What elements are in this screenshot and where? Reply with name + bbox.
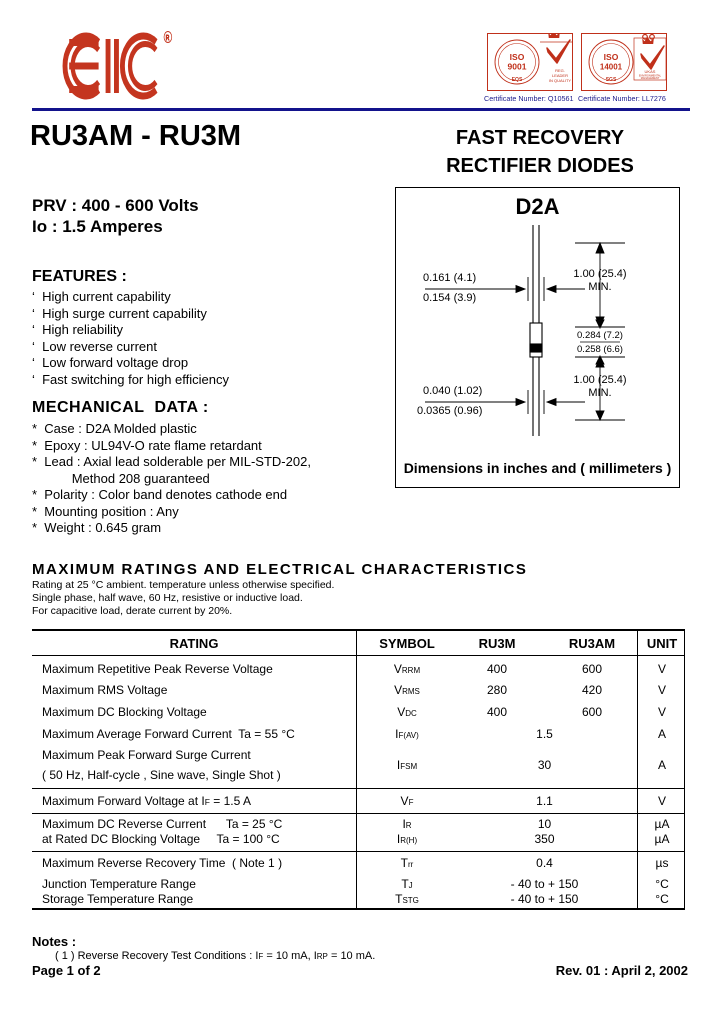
- svg-text:UKAS: UKAS: [645, 69, 656, 74]
- svg-text:1.00 (25.4): 1.00 (25.4): [573, 268, 626, 280]
- svg-text:14001: 14001: [600, 63, 623, 72]
- svg-text:0.040 (1.02): 0.040 (1.02): [423, 385, 482, 397]
- svg-text:MANAGEMENT: MANAGEMENT: [641, 76, 660, 80]
- svg-text:IN QUALITY: IN QUALITY: [549, 78, 572, 83]
- svg-text:ISO: ISO: [604, 52, 619, 62]
- svg-text:0.284 (7.2): 0.284 (7.2): [577, 330, 623, 341]
- svg-text:SGS: SGS: [606, 77, 617, 83]
- svg-text:0.161 (4.1): 0.161 (4.1): [423, 272, 476, 284]
- svg-text:ISO: ISO: [510, 52, 525, 62]
- svg-text:MIN.: MIN.: [588, 281, 611, 293]
- svg-text:0.0365 (0.96): 0.0365 (0.96): [417, 405, 482, 417]
- svg-text:EQS: EQS: [512, 77, 523, 83]
- svg-text:0.154 (3.9): 0.154 (3.9): [423, 292, 476, 304]
- svg-text:MIN.: MIN.: [588, 387, 611, 399]
- svg-text:9001: 9001: [508, 62, 527, 72]
- svg-text:0.258 (6.6): 0.258 (6.6): [577, 344, 623, 355]
- svg-text:R: R: [166, 35, 170, 42]
- svg-text:1.00 (25.4): 1.00 (25.4): [573, 374, 626, 386]
